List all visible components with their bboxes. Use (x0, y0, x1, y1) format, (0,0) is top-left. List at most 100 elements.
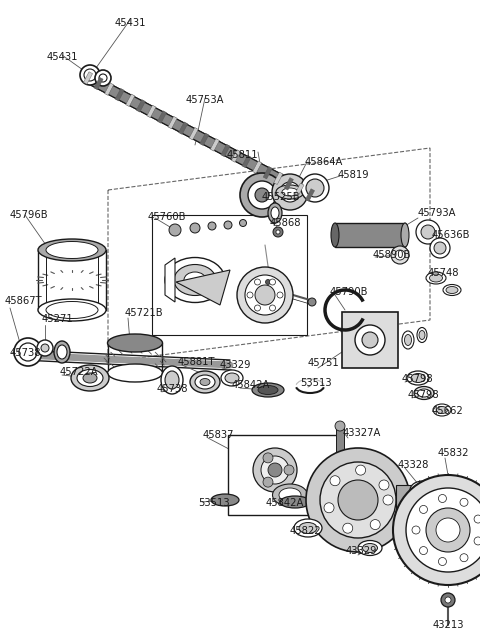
Circle shape (254, 279, 261, 285)
Circle shape (245, 275, 285, 315)
Text: 45822: 45822 (290, 526, 322, 536)
Ellipse shape (414, 386, 434, 399)
Polygon shape (284, 178, 293, 190)
Circle shape (438, 494, 446, 503)
Circle shape (237, 267, 293, 323)
Ellipse shape (405, 334, 411, 345)
Ellipse shape (38, 299, 106, 321)
Ellipse shape (161, 366, 183, 394)
Ellipse shape (252, 383, 284, 397)
Text: 45753A: 45753A (186, 95, 224, 105)
Circle shape (460, 498, 468, 507)
Text: 45842A: 45842A (232, 380, 270, 390)
Circle shape (255, 285, 275, 305)
Polygon shape (189, 128, 198, 140)
Ellipse shape (426, 272, 446, 284)
Circle shape (434, 242, 446, 254)
Circle shape (343, 523, 353, 534)
Text: 45837: 45837 (203, 430, 235, 440)
Ellipse shape (362, 544, 377, 553)
Bar (336, 428, 344, 470)
Text: 45832: 45832 (438, 448, 469, 458)
Ellipse shape (294, 519, 322, 537)
Circle shape (14, 338, 42, 366)
Polygon shape (210, 139, 219, 151)
Text: 45760B: 45760B (148, 212, 187, 222)
Circle shape (277, 292, 283, 298)
Text: 45431: 45431 (46, 52, 78, 62)
Circle shape (338, 480, 378, 520)
Text: 43327A: 43327A (343, 428, 382, 438)
Text: 43328: 43328 (398, 460, 430, 470)
Circle shape (436, 518, 460, 542)
Circle shape (306, 179, 324, 197)
Bar (342, 312, 398, 368)
Polygon shape (242, 155, 251, 168)
Circle shape (474, 537, 480, 545)
Text: 45636B: 45636B (432, 230, 470, 240)
Ellipse shape (211, 494, 239, 506)
Ellipse shape (108, 364, 163, 382)
Text: 53513: 53513 (300, 378, 332, 388)
Text: 45890B: 45890B (373, 250, 411, 260)
Ellipse shape (54, 341, 70, 363)
Circle shape (395, 250, 405, 260)
Ellipse shape (184, 272, 206, 288)
Bar (396, 485, 416, 515)
Circle shape (99, 74, 107, 82)
Text: 45819: 45819 (338, 170, 370, 180)
Polygon shape (231, 150, 240, 162)
Text: 45722A: 45722A (60, 367, 98, 377)
Ellipse shape (407, 371, 429, 385)
Polygon shape (84, 72, 93, 84)
Circle shape (263, 477, 273, 487)
Ellipse shape (225, 373, 239, 383)
Circle shape (169, 224, 181, 236)
Ellipse shape (271, 207, 279, 219)
Circle shape (248, 181, 276, 209)
Ellipse shape (279, 488, 301, 502)
Ellipse shape (195, 375, 215, 389)
Circle shape (284, 465, 294, 475)
Polygon shape (252, 161, 262, 173)
Circle shape (272, 174, 308, 210)
Bar (152, 215, 307, 335)
Circle shape (420, 546, 428, 555)
Ellipse shape (282, 188, 298, 196)
Circle shape (308, 298, 316, 306)
Ellipse shape (331, 223, 339, 247)
Circle shape (269, 305, 276, 311)
Circle shape (224, 221, 232, 229)
Text: 45864A: 45864A (305, 157, 343, 167)
Ellipse shape (108, 334, 163, 352)
Bar (335, 223, 405, 247)
Circle shape (370, 519, 380, 530)
Ellipse shape (443, 284, 461, 295)
Circle shape (412, 526, 420, 534)
Polygon shape (94, 77, 103, 90)
Polygon shape (126, 94, 135, 107)
Circle shape (383, 495, 393, 505)
Polygon shape (115, 89, 124, 101)
Circle shape (393, 475, 480, 585)
Circle shape (355, 325, 385, 355)
Polygon shape (274, 172, 283, 184)
Ellipse shape (190, 371, 220, 393)
Ellipse shape (268, 203, 282, 223)
Circle shape (41, 344, 49, 352)
Ellipse shape (57, 345, 67, 359)
Circle shape (37, 340, 53, 356)
Text: 45738: 45738 (10, 348, 41, 358)
Circle shape (268, 463, 282, 477)
Text: 43213: 43213 (432, 620, 464, 630)
Text: 45271: 45271 (42, 314, 74, 324)
Circle shape (330, 476, 340, 486)
Circle shape (273, 227, 283, 237)
Polygon shape (305, 189, 314, 201)
Ellipse shape (430, 274, 443, 282)
Polygon shape (157, 111, 167, 123)
Ellipse shape (83, 373, 97, 383)
Circle shape (416, 220, 440, 244)
Polygon shape (105, 83, 114, 96)
Circle shape (356, 465, 366, 475)
